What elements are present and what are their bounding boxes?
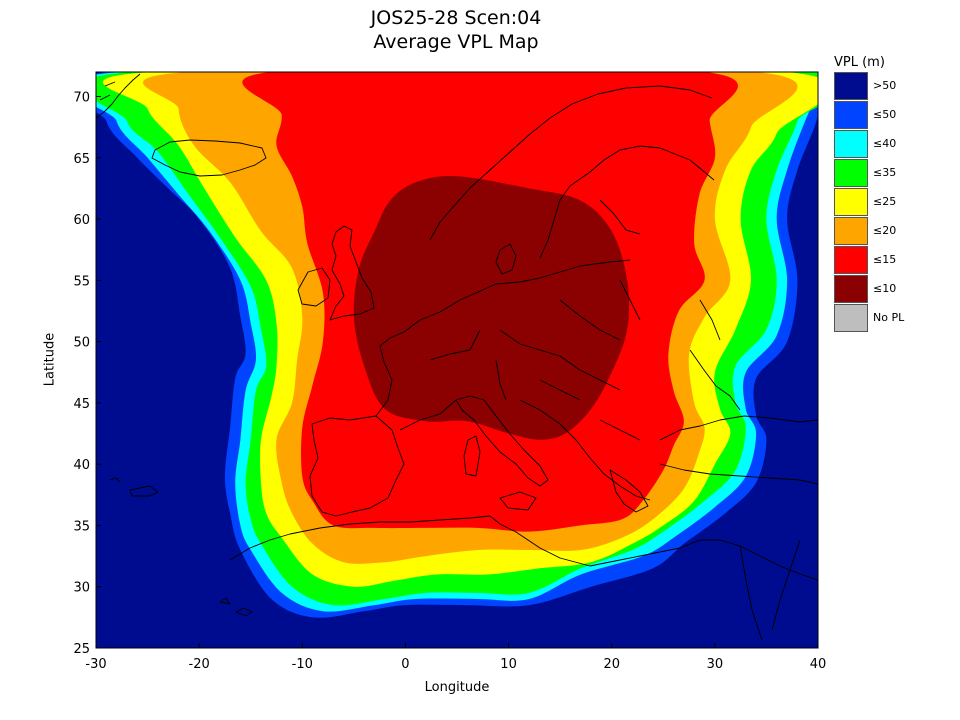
y-tick-label: 70 bbox=[73, 91, 90, 106]
legend-label: No PL bbox=[873, 311, 905, 324]
legend-item: ≤10 bbox=[834, 275, 954, 304]
legend-label: ≤50 bbox=[873, 108, 897, 121]
legend: VPL (m) >50 ≤50 ≤40 ≤35 ≤25 ≤20 ≤15 ≤10 … bbox=[834, 54, 954, 333]
map-subtitle: Average VPL Map bbox=[373, 31, 539, 53]
legend-title: VPL (m) bbox=[834, 55, 885, 70]
legend-item: ≤35 bbox=[834, 159, 954, 188]
x-tick-label: 30 bbox=[707, 657, 724, 672]
y-axis-label: Latitude bbox=[42, 332, 58, 387]
y-tick-label: 55 bbox=[73, 274, 90, 289]
legend-label: ≤40 bbox=[873, 137, 897, 150]
y-tick-label: 50 bbox=[73, 336, 90, 351]
x-tick-label: -20 bbox=[189, 657, 210, 672]
legend-item: ≤25 bbox=[834, 188, 954, 217]
legend-swatch bbox=[834, 275, 868, 303]
legend-item: >50 bbox=[834, 72, 954, 101]
y-tick-label: 25 bbox=[73, 642, 90, 657]
x-tick-label: -10 bbox=[292, 657, 313, 672]
x-axis-label: Longitude bbox=[424, 680, 490, 695]
y-tick-label: 35 bbox=[73, 519, 90, 534]
y-tick-label: 60 bbox=[73, 213, 90, 228]
legend-label: ≤15 bbox=[873, 253, 897, 266]
x-tick-label: -30 bbox=[85, 657, 106, 672]
legend-swatch bbox=[834, 246, 868, 274]
map-title: JOS25-28 Scen:04 bbox=[370, 7, 542, 29]
y-tick-label: 45 bbox=[73, 397, 90, 412]
y-tick-label: 40 bbox=[73, 458, 90, 473]
legend-label: ≤25 bbox=[873, 195, 897, 208]
legend-swatch bbox=[834, 159, 868, 187]
legend-swatch bbox=[834, 217, 868, 245]
legend-label: ≤35 bbox=[873, 166, 897, 179]
plot-frame bbox=[95, 71, 819, 649]
legend-label: >50 bbox=[873, 79, 897, 92]
x-tick-label: 20 bbox=[603, 657, 620, 672]
coastline-outlines bbox=[96, 73, 818, 641]
x-tick-label: 0 bbox=[401, 657, 409, 672]
y-tick-label: 65 bbox=[73, 152, 90, 167]
legend-item: ≤15 bbox=[834, 246, 954, 275]
legend-label: ≤20 bbox=[873, 224, 897, 237]
legend-swatch bbox=[834, 188, 868, 216]
legend-swatch bbox=[834, 130, 868, 158]
y-tick-label: 30 bbox=[73, 581, 90, 596]
vpl-region-top-5 bbox=[271, 72, 705, 76]
legend-item: No PL bbox=[834, 304, 954, 333]
legend-item: ≤50 bbox=[834, 101, 954, 130]
legend-item: ≤40 bbox=[834, 130, 954, 159]
legend-swatch bbox=[834, 304, 868, 332]
x-tick-label: 40 bbox=[810, 657, 827, 672]
vpl-region-6 bbox=[353, 175, 630, 440]
x-tick-label: 10 bbox=[500, 657, 517, 672]
legend-label: ≤10 bbox=[873, 282, 897, 295]
legend-swatch bbox=[834, 72, 868, 100]
legend-swatch bbox=[834, 101, 868, 129]
legend-item: ≤20 bbox=[834, 217, 954, 246]
